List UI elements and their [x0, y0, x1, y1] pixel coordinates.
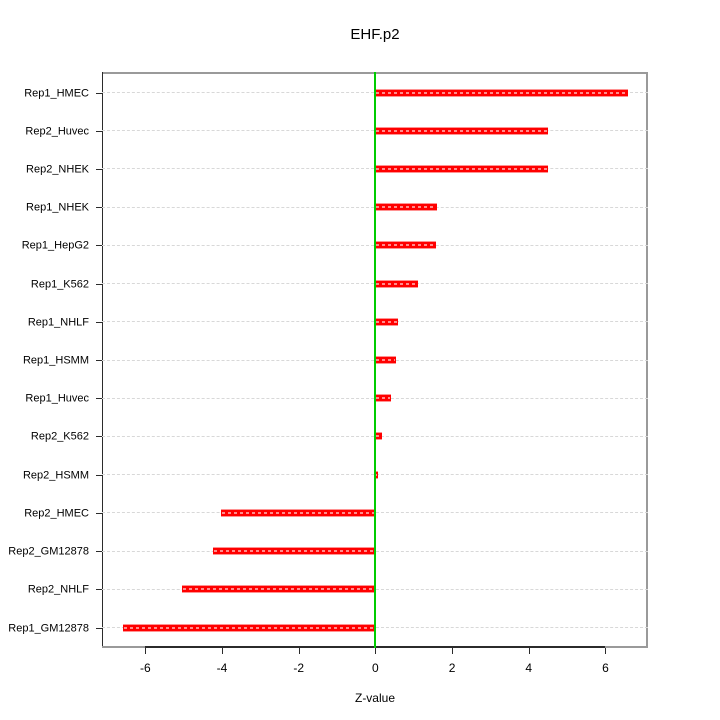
y-tick — [96, 245, 102, 247]
x-axis-title: Z-value — [354, 691, 395, 705]
y-tick-label: Rep2_HMEC — [24, 507, 89, 520]
x-tick-label: -4 — [216, 661, 228, 675]
bar-dash-pattern — [182, 588, 375, 591]
bar — [375, 394, 392, 403]
y-tick — [96, 551, 102, 553]
x-tick-label: 6 — [602, 661, 609, 675]
bar-dash-pattern — [376, 320, 397, 323]
y-tick-label: Rep1_HepG2 — [21, 239, 89, 252]
bar-dash-pattern — [376, 473, 378, 476]
bar — [375, 241, 436, 250]
y-tick — [96, 360, 102, 361]
y-tick — [96, 436, 102, 438]
y-tick — [96, 130, 102, 132]
bar — [375, 470, 379, 479]
y-tick — [96, 92, 102, 94]
zero-line — [374, 72, 377, 648]
y-tick-label: Rep1_HMEC — [24, 87, 89, 99]
y-tick-label: Rep1_HSMM — [22, 354, 89, 367]
x-tick-label: 4 — [525, 661, 533, 675]
bar-dash-pattern — [376, 129, 547, 132]
x-tick — [452, 648, 454, 654]
y-tick — [96, 627, 102, 629]
x-tick — [145, 648, 147, 654]
x-tick-label: -6 — [139, 661, 151, 675]
x-tick — [605, 648, 607, 654]
bar — [375, 203, 437, 212]
chart-title: EHF.p2 — [350, 26, 400, 43]
bar-dash-pattern — [376, 167, 547, 170]
bar — [375, 279, 419, 288]
y-tick-label: Rep2_NHLF — [27, 583, 89, 596]
y-tick-label: Rep2_GM12878 — [8, 545, 89, 558]
bar — [181, 585, 376, 594]
y-tick — [96, 398, 102, 400]
bar-dash-pattern — [376, 282, 418, 285]
plot-area: Rep1_HMEC Rep2_Huvec Rep2_NHEK Rep1_NHEK Rep… — [8, 72, 648, 674]
y-tick — [96, 589, 102, 591]
y-tick — [96, 321, 102, 323]
y-tick — [96, 474, 102, 476]
y-tick-label: Rep1_Huvec — [25, 392, 89, 405]
y-tick — [96, 512, 102, 514]
y-tick-label: Rep2_HSMM — [22, 469, 89, 482]
x-tick — [222, 648, 223, 654]
y-tick — [96, 283, 102, 285]
bar — [375, 126, 548, 135]
y-tick-label: Rep1_K562 — [30, 278, 89, 291]
bar — [375, 164, 548, 173]
x-tick — [528, 648, 530, 654]
bar — [220, 508, 376, 517]
x-tick-label: 0 — [372, 661, 379, 675]
y-tick-label: Rep1_GM12878 — [8, 622, 89, 634]
y-tick-label: Rep1_NHLF — [27, 316, 89, 329]
bar-dash-pattern — [214, 550, 375, 553]
bar — [375, 432, 383, 441]
x-tick — [298, 648, 300, 654]
bar — [375, 317, 398, 326]
bar — [213, 547, 376, 556]
bar — [375, 88, 629, 97]
bar-dash-pattern — [376, 359, 396, 361]
bar-dash-pattern — [376, 435, 382, 438]
x-tick-label: -2 — [293, 661, 305, 675]
y-tick-label: Rep2_NHEK — [26, 163, 89, 176]
y-tick-label: Rep2_K562 — [30, 430, 89, 443]
bar — [123, 623, 376, 632]
bar-dash-pattern — [376, 206, 436, 209]
bar-dash-pattern — [376, 244, 435, 247]
y-tick — [96, 207, 102, 209]
bar-dash-pattern — [124, 626, 375, 629]
bar-dash-pattern — [221, 511, 375, 514]
y-tick-label: Rep1_NHEK — [26, 201, 89, 214]
y-tick — [96, 168, 102, 170]
y-tick-label: Rep2_Huvec — [25, 125, 89, 138]
x-tick-label: 2 — [448, 661, 456, 675]
bar — [375, 356, 397, 364]
bar-dash-pattern — [376, 91, 628, 94]
x-tick — [375, 648, 377, 654]
bar-dash-pattern — [376, 397, 391, 400]
